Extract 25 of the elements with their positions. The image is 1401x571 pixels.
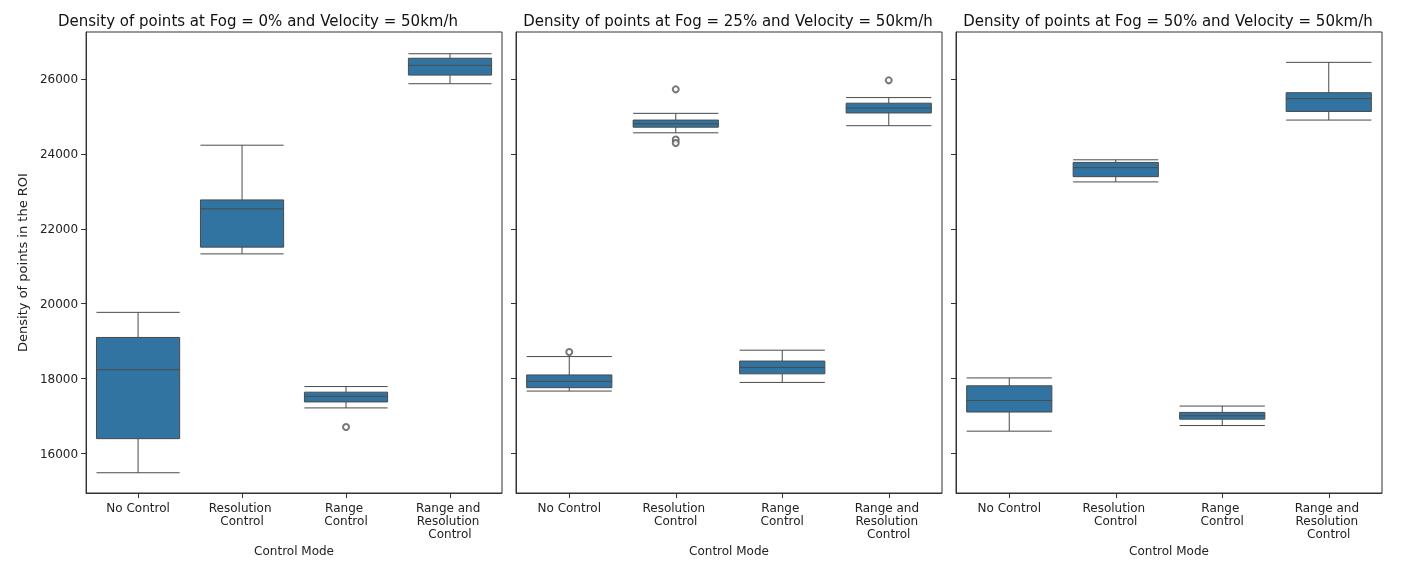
y-axis-title: Density of points in the ROI <box>15 173 30 352</box>
x-tick-label: Range Control <box>760 500 804 528</box>
x-axis-title: Control Mode <box>254 543 334 558</box>
chart-title: Density of points at Fog = 0% and Velocity = 50km/h <box>57 11 459 30</box>
x-axis-title: Control Mode <box>689 543 769 558</box>
x-tick-label: Range Control <box>1200 500 1244 528</box>
x-tick-label: Resolution Control <box>642 500 710 528</box>
chart-title: Density of points at Fog = 25% and Velocity = 50km/h <box>523 11 933 30</box>
x-tick-label: Range and Resolution Control <box>1294 500 1363 541</box>
x-tick-label: Range Control <box>324 500 368 528</box>
x-tick-label: Range and Resolution Control <box>854 500 923 541</box>
x-tick-label: Range and Resolution Control <box>415 500 485 541</box>
x-tick-label: Resolution Control <box>1082 500 1150 528</box>
y-tick-label: 20000 <box>39 296 79 311</box>
y-tick-label: 16000 <box>39 446 79 461</box>
x-tick-label: No Control <box>537 500 602 515</box>
y-tick-label: 26000 <box>39 71 79 86</box>
chart-title: Density of points at Fog = 50% and Velocity = 50km/h <box>963 11 1373 30</box>
x-axis-title: Control Mode <box>1129 543 1209 558</box>
x-tick-label: Resolution Control <box>208 500 276 528</box>
y-tick-label: 22000 <box>39 221 79 236</box>
y-tick-label: 18000 <box>39 371 79 386</box>
x-tick-label: No Control <box>106 500 170 515</box>
y-tick-label: 24000 <box>39 146 79 161</box>
x-tick-label: No Control <box>977 500 1042 515</box>
